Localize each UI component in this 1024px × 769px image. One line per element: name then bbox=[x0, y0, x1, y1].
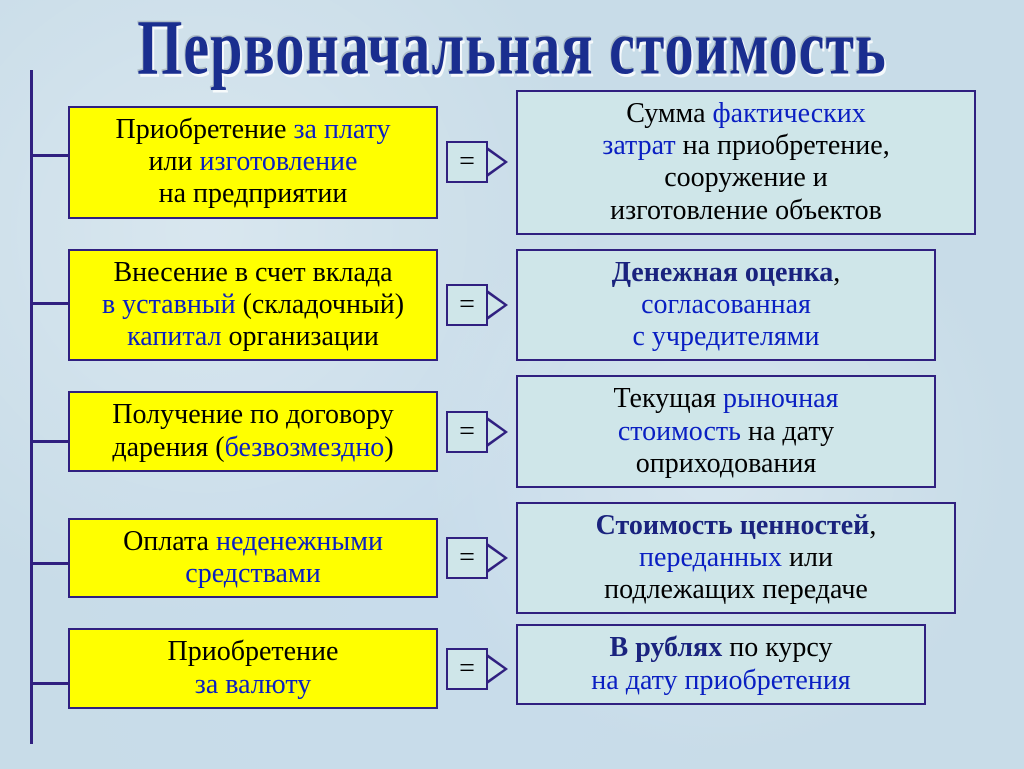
right-box-5: В рублях по курсу на дату приобретения bbox=[516, 624, 926, 704]
left-box-1: Приобретение за плату или изготовление н… bbox=[68, 106, 438, 219]
left-box-3: Получение по договору дарения (безвозмез… bbox=[68, 391, 438, 471]
text: или bbox=[149, 146, 200, 177]
diagram-rows: Приобретение за плату или изготовление н… bbox=[0, 90, 1024, 723]
text: Внесение в счет вклада bbox=[74, 257, 432, 289]
text-bold: Денежная оценка bbox=[612, 257, 834, 288]
equals-box: = bbox=[446, 537, 488, 579]
text-accent: согласованная bbox=[526, 289, 926, 321]
right-box-1: Сумма фактических затрат на приобретение… bbox=[516, 90, 976, 235]
text-accent: средствами bbox=[74, 558, 432, 590]
text-accent: фактических bbox=[713, 98, 866, 129]
arrow-icon bbox=[488, 141, 512, 183]
right-box-2: Денежная оценка, согласованная с учредит… bbox=[516, 249, 936, 362]
text-accent: неденежными bbox=[216, 526, 383, 557]
arrow-icon bbox=[488, 648, 512, 690]
arrow-icon bbox=[488, 411, 512, 453]
equals-box: = bbox=[446, 141, 488, 183]
right-box-3: Текущая рыночная стоимость на дату оприх… bbox=[516, 375, 936, 488]
text-accent: переданных bbox=[639, 542, 789, 573]
text-bold: В рублях bbox=[610, 632, 730, 663]
right-box-4: Стоимость ценностей, переданных или подл… bbox=[516, 502, 956, 615]
text: Оплата bbox=[123, 526, 216, 557]
text-accent: с учредителями bbox=[526, 321, 926, 353]
text: Текущая bbox=[614, 383, 724, 414]
left-box-5: Приобретение за валюту bbox=[68, 628, 438, 708]
text: Получение по договору bbox=[74, 399, 432, 431]
row-3: Получение по договору дарения (безвозмез… bbox=[0, 375, 1024, 488]
text: , bbox=[869, 510, 876, 541]
text: сооружение и bbox=[526, 162, 966, 194]
text: на приобретение, bbox=[683, 130, 890, 161]
row-1: Приобретение за плату или изготовление н… bbox=[0, 90, 1024, 235]
text: или bbox=[789, 542, 833, 573]
left-box-2: Внесение в счет вклада в уставный (склад… bbox=[68, 249, 438, 362]
text-accent: стоимость bbox=[618, 416, 748, 447]
row-2: Внесение в счет вклада в уставный (склад… bbox=[0, 249, 1024, 362]
page-title: Первоначальная стоимость bbox=[0, 2, 1024, 92]
text: , bbox=[833, 257, 840, 288]
text: Сумма bbox=[626, 98, 712, 129]
text-accent: безвозмездно bbox=[225, 432, 385, 463]
text: подлежащих передаче bbox=[526, 574, 946, 606]
text-accent: за плату bbox=[293, 114, 390, 145]
text-accent: изготовление bbox=[199, 146, 357, 177]
text-accent: капитал bbox=[127, 321, 228, 352]
text: по курсу bbox=[729, 632, 832, 663]
text-accent: рыночная bbox=[723, 383, 838, 414]
row-4: Оплата неденежными средствами = Стоимост… bbox=[0, 502, 1024, 615]
text: изготовление объектов bbox=[526, 195, 966, 227]
arrow-icon bbox=[488, 284, 512, 326]
text: Приобретение bbox=[116, 114, 294, 145]
text-accent: на дату приобретения bbox=[526, 665, 916, 697]
text: Приобретение bbox=[74, 636, 432, 668]
left-box-4: Оплата неденежными средствами bbox=[68, 518, 438, 598]
text: на дату bbox=[748, 416, 834, 447]
equals-box: = bbox=[446, 648, 488, 690]
text-accent: в уставный bbox=[102, 289, 243, 320]
equals-box: = bbox=[446, 284, 488, 326]
row-5: Приобретение за валюту = В рублях по кур… bbox=[0, 628, 1024, 708]
text: (складочный) bbox=[243, 289, 404, 320]
text: ) bbox=[384, 432, 393, 463]
text-bold: Стоимость ценностей bbox=[596, 510, 870, 541]
text: на предприятии bbox=[74, 178, 432, 210]
text: дарения ( bbox=[112, 432, 224, 463]
text: оприходования bbox=[526, 448, 926, 480]
arrow-icon bbox=[488, 537, 512, 579]
equals-box: = bbox=[446, 411, 488, 453]
text: организации bbox=[229, 321, 379, 352]
text-accent: затрат bbox=[602, 130, 682, 161]
text-accent: за валюту bbox=[74, 669, 432, 701]
